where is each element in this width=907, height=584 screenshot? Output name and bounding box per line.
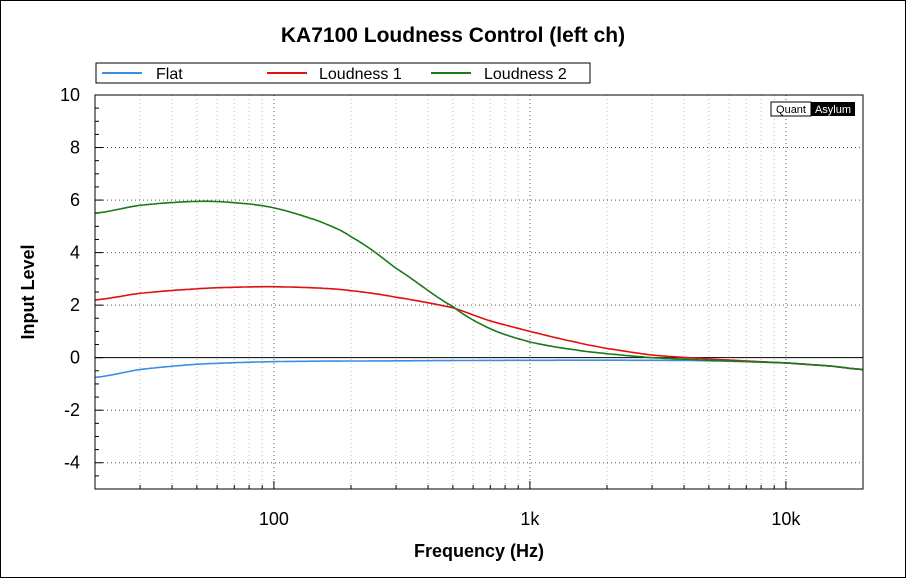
y-tick-label: 4 bbox=[70, 243, 80, 263]
y-axis-label: Input Level bbox=[18, 244, 38, 339]
watermark: Quant Asylum bbox=[770, 101, 855, 117]
axis-ticks: 10 8 6 4 2 0 -2 -4 100 1k 10k bbox=[60, 85, 864, 529]
x-tick-label: 1k bbox=[520, 509, 540, 529]
series-group bbox=[94, 200, 864, 379]
chart-title: KA7100 Loudness Control (left ch) bbox=[281, 24, 625, 47]
y-tick-label: 10 bbox=[60, 85, 80, 105]
legend-label-2: Loudness 1 bbox=[319, 66, 402, 83]
y-tick-label: -4 bbox=[64, 453, 80, 473]
series-line-3 bbox=[94, 200, 864, 371]
y-tick-label: 6 bbox=[70, 190, 80, 210]
y-tick-label: 8 bbox=[70, 138, 80, 158]
x-tick-label: 100 bbox=[259, 509, 289, 529]
x-tick-label: 10k bbox=[771, 509, 801, 529]
y-tick-label: 2 bbox=[70, 295, 80, 315]
legend: Flat Loudness 1 Loudness 2 bbox=[95, 62, 591, 84]
watermark-left: Quant bbox=[776, 104, 806, 116]
plot-area bbox=[94, 94, 864, 490]
y-tick-label: 0 bbox=[70, 348, 80, 368]
legend-label-1: Flat bbox=[156, 66, 183, 83]
y-tick-label: -2 bbox=[64, 400, 80, 420]
legend-label-3: Loudness 2 bbox=[484, 66, 567, 83]
series-line-2 bbox=[94, 285, 864, 371]
watermark-right: Asylum bbox=[815, 104, 851, 116]
x-axis-label: Frequency (Hz) bbox=[414, 541, 544, 561]
